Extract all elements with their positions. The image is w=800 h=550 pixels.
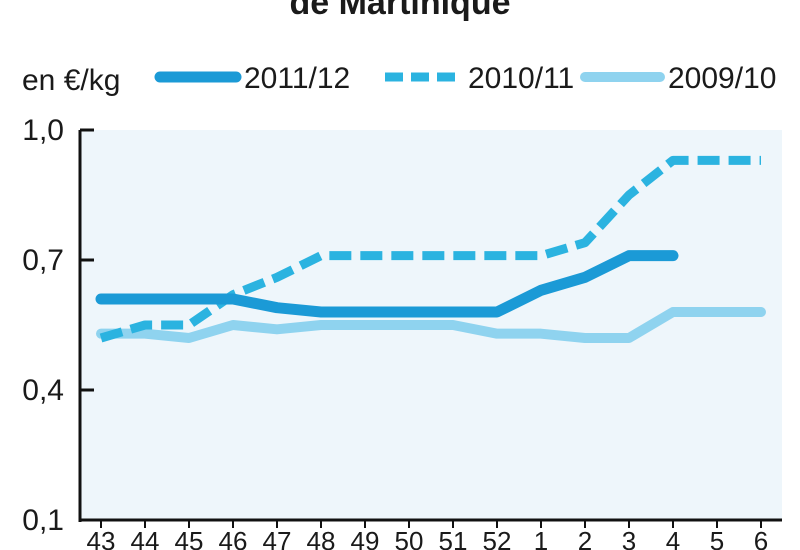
y-tick-label: 0,7 bbox=[22, 244, 64, 277]
x-tick-label: 44 bbox=[131, 526, 160, 550]
y-axis: 1,0 0,7 0,4 0,1 bbox=[22, 114, 94, 537]
x-axis: 43 44 45 46 47 48 49 50 51 52 1 2 3 4 5 6 bbox=[80, 518, 782, 550]
series-line-2011-12 bbox=[95, 250, 679, 318]
x-tick-label: 43 bbox=[87, 526, 116, 550]
chart-title: de Martinique bbox=[289, 0, 510, 22]
x-tick-label: 48 bbox=[307, 526, 336, 550]
x-tick-label: 47 bbox=[263, 526, 292, 550]
series-line-2009-10 bbox=[96, 307, 766, 343]
legend-label-2011-12: 2011/12 bbox=[244, 62, 350, 95]
x-tick-label: 52 bbox=[483, 526, 512, 550]
y-tick-label: 1,0 bbox=[22, 114, 64, 147]
x-tick-label: 5 bbox=[710, 526, 724, 550]
legend-label-2010-11: 2010/11 bbox=[468, 62, 574, 95]
legend-label-2009-10: 2009/10 bbox=[668, 62, 776, 95]
x-tick-label: 50 bbox=[395, 526, 424, 550]
series-lines bbox=[95, 155, 766, 343]
x-tick-label: 3 bbox=[622, 526, 636, 550]
x-tick-label: 1 bbox=[534, 526, 548, 550]
y-tick-label: 0,1 bbox=[22, 504, 64, 537]
y-axis-unit-label: en €/kg bbox=[22, 64, 120, 97]
x-tick-label: 2 bbox=[578, 526, 592, 550]
series-line-2010-11 bbox=[99, 155, 761, 343]
x-tick-label: 51 bbox=[439, 526, 468, 550]
x-tick-label: 45 bbox=[175, 526, 204, 550]
x-tick-label: 6 bbox=[754, 526, 768, 550]
x-tick-label: 4 bbox=[666, 526, 680, 550]
x-tick-label: 46 bbox=[219, 526, 248, 550]
x-tick-label: 49 bbox=[351, 526, 380, 550]
legend: 2011/12 2010/11 2009/10 bbox=[154, 62, 776, 95]
y-tick-label: 0,4 bbox=[22, 374, 64, 407]
